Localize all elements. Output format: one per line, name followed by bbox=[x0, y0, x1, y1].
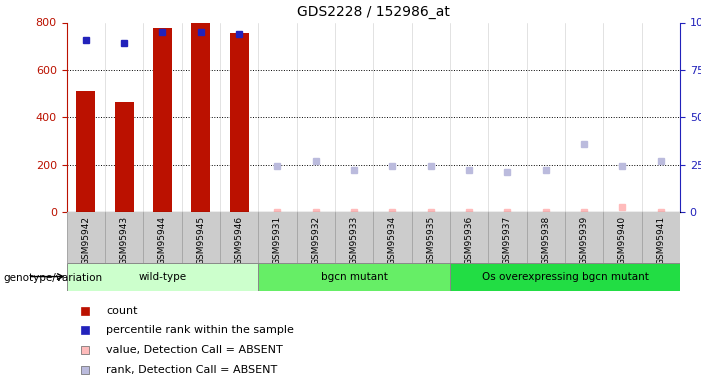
Text: GSM95944: GSM95944 bbox=[158, 216, 167, 265]
FancyBboxPatch shape bbox=[258, 262, 450, 291]
Text: GSM95932: GSM95932 bbox=[311, 216, 320, 265]
Text: GSM95940: GSM95940 bbox=[618, 216, 627, 265]
Text: GSM95946: GSM95946 bbox=[235, 216, 244, 265]
Text: wild-type: wild-type bbox=[138, 272, 186, 282]
Text: GSM95945: GSM95945 bbox=[196, 216, 205, 265]
Text: rank, Detection Call = ABSENT: rank, Detection Call = ABSENT bbox=[107, 365, 278, 375]
Text: Os overexpressing bgcn mutant: Os overexpressing bgcn mutant bbox=[482, 272, 648, 282]
FancyBboxPatch shape bbox=[67, 262, 258, 291]
Bar bbox=[76, 91, 95, 212]
Text: GSM95943: GSM95943 bbox=[120, 216, 128, 265]
Text: genotype/variation: genotype/variation bbox=[4, 273, 102, 283]
Text: GSM95942: GSM95942 bbox=[81, 216, 90, 265]
Text: GSM95939: GSM95939 bbox=[580, 216, 589, 265]
Text: GSM95934: GSM95934 bbox=[388, 216, 397, 265]
FancyBboxPatch shape bbox=[450, 262, 680, 291]
Text: GSM95941: GSM95941 bbox=[656, 216, 665, 265]
Bar bbox=[229, 33, 249, 212]
Text: GSM95938: GSM95938 bbox=[541, 216, 550, 265]
Text: GSM95936: GSM95936 bbox=[465, 216, 474, 265]
Text: GSM95933: GSM95933 bbox=[350, 216, 359, 265]
Title: GDS2228 / 152986_at: GDS2228 / 152986_at bbox=[297, 5, 450, 19]
Text: count: count bbox=[107, 306, 138, 316]
Bar bbox=[191, 22, 210, 212]
Text: bgcn mutant: bgcn mutant bbox=[320, 272, 388, 282]
Text: value, Detection Call = ABSENT: value, Detection Call = ABSENT bbox=[107, 345, 283, 355]
Text: percentile rank within the sample: percentile rank within the sample bbox=[107, 326, 294, 336]
Text: GSM95935: GSM95935 bbox=[426, 216, 435, 265]
Text: GSM95937: GSM95937 bbox=[503, 216, 512, 265]
Bar bbox=[153, 28, 172, 212]
Bar bbox=[114, 102, 134, 212]
Text: GSM95931: GSM95931 bbox=[273, 216, 282, 265]
